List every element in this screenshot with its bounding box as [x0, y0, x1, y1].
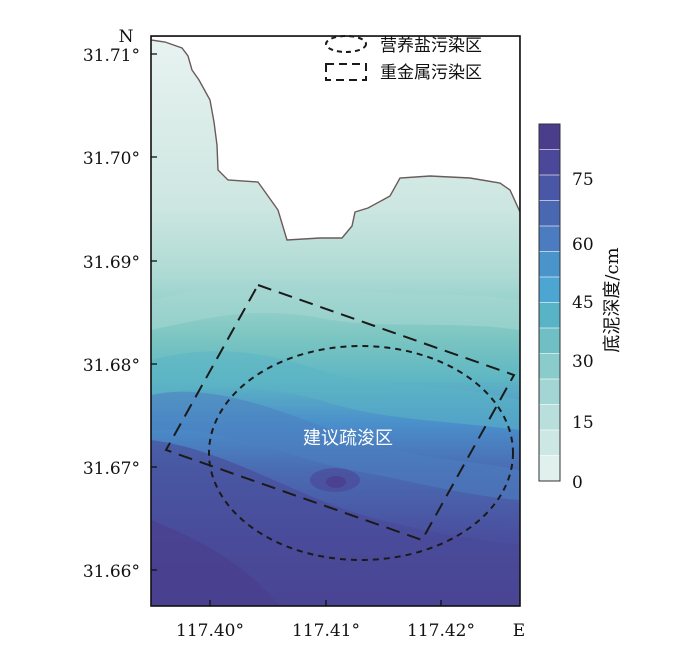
depth-contour	[151, 440, 520, 606]
colorbar-tick-label: 45	[572, 293, 594, 313]
colorbar-tick-label: 15	[572, 413, 594, 433]
colorbar-segment	[538, 429, 561, 457]
north-label: N	[119, 27, 134, 47]
colorbar-segment	[538, 302, 561, 329]
colorbar-frame	[538, 123, 561, 482]
lat-tick-label: 31.68°	[83, 356, 140, 376]
colorbar-segment	[538, 251, 561, 278]
map-legend: 营养盐污染区 重金属污染区	[325, 35, 482, 83]
lon-tick-label: 117.41°	[292, 621, 360, 641]
depth-contour	[151, 279, 520, 330]
lake-map	[151, 36, 520, 606]
legend-ellipse-label: 营养盐污染区	[380, 36, 482, 56]
heavy-metal-pollution-zone	[164, 283, 516, 542]
colorbar-segment	[538, 225, 561, 253]
colorbar-segment	[538, 327, 561, 355]
colorbar-title: 底泥深度/cm	[602, 247, 623, 352]
colorbar-segments	[538, 123, 561, 482]
lon-tick-label: 117.40°	[176, 621, 244, 641]
colorbar-segment	[538, 378, 561, 406]
depth-contour	[326, 476, 346, 488]
lat-tick-label: 31.67°	[83, 459, 140, 479]
depth-contour	[151, 520, 280, 606]
nutrient-pollution-zone	[208, 345, 514, 561]
latitude-axis: N 31.71° 31.70° 31.69° 31.68° 31.67° 31.…	[83, 27, 157, 582]
colorbar-segment	[538, 276, 561, 304]
colorbar: 75 60 45 30 15 0 底泥深度/cm	[538, 123, 623, 493]
depth-contour	[151, 351, 520, 430]
colorbar-segment	[538, 123, 561, 151]
legend-rect-label: 重金属污染区	[380, 63, 482, 83]
lat-tick-label: 31.66°	[83, 562, 140, 582]
east-label: E	[513, 621, 525, 641]
colorbar-tick-label: 0	[572, 473, 583, 493]
lat-tick-label: 31.69°	[83, 253, 140, 273]
depth-contour	[151, 391, 520, 500]
colorbar-tick-label: 60	[572, 235, 594, 255]
colorbar-segment	[538, 149, 561, 176]
legend-ellipse-symbol	[325, 35, 367, 53]
colorbar-segment	[538, 455, 561, 482]
land-area	[151, 36, 520, 241]
colorbar-segment	[538, 174, 561, 202]
lon-tick-label: 117.42°	[407, 621, 475, 641]
colorbar-segment	[538, 404, 561, 431]
map-frame	[150, 35, 521, 607]
colorbar-segment	[538, 200, 561, 227]
colorbar-tick-label: 30	[572, 352, 594, 372]
dredging-area-label: 建议疏浚区	[303, 428, 393, 449]
colorbar-tick-label: 75	[572, 170, 594, 190]
legend-rect-symbol	[325, 63, 367, 81]
lat-tick-label: 31.70°	[83, 149, 140, 169]
lat-tick-label: 31.71°	[83, 46, 140, 66]
longitude-axis: 117.40° 117.41° 117.42° E	[176, 600, 525, 641]
colorbar-segment	[538, 353, 561, 380]
